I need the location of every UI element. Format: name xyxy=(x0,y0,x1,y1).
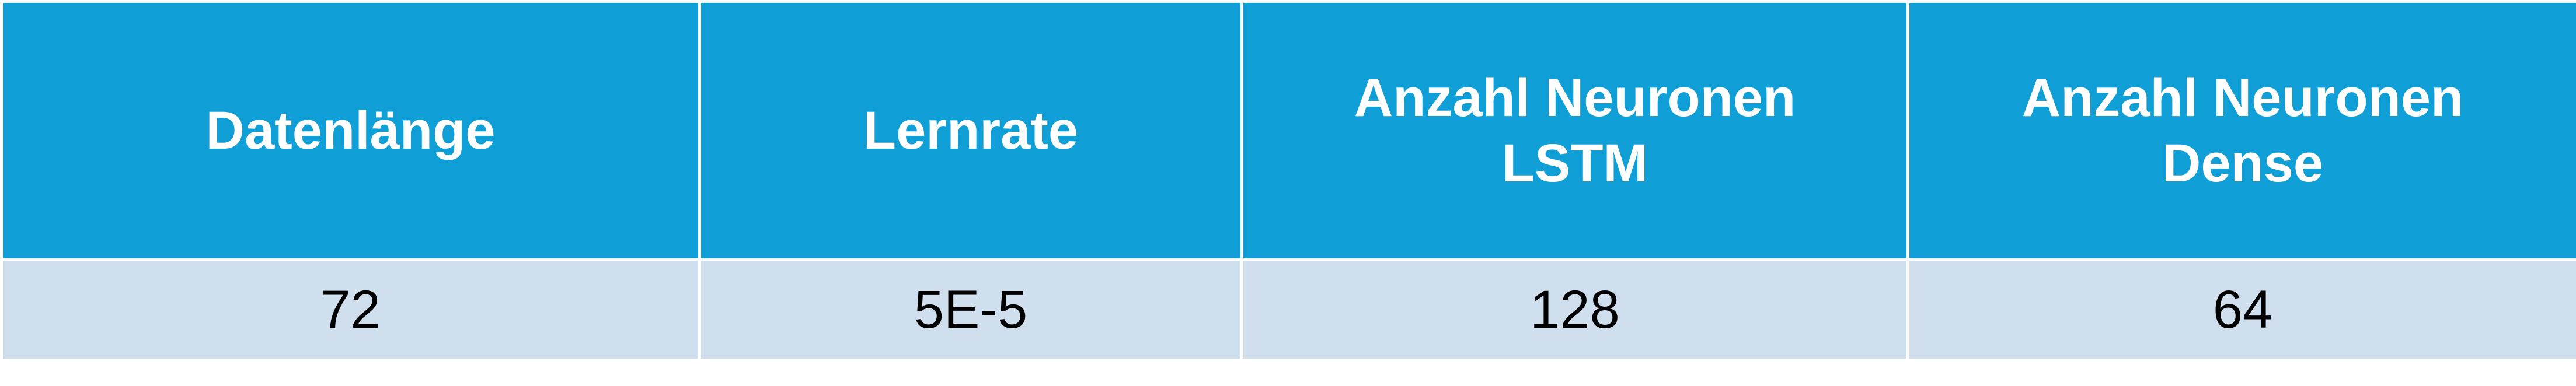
header-neurons-dense-line-1: Anzahl Neuronen xyxy=(2021,68,2464,128)
header-neurons-lstm-line-2: LSTM xyxy=(1501,134,1648,193)
cell-neurons-dense-value: 64 xyxy=(1906,258,2576,362)
header-neurons-lstm: Anzahl Neuronen LSTM xyxy=(1240,0,1909,261)
header-learning-rate-label: Lernrate xyxy=(863,100,1079,160)
cell-learning-rate-value: 5E-5 xyxy=(698,258,1243,362)
header-neurons-dense: Anzahl Neuronen Dense xyxy=(1906,0,2576,261)
header-row: Datenlänge Lernrate Anzahl Neuronen LSTM… xyxy=(0,0,2576,261)
header-neurons-dense-line-2: Dense xyxy=(2162,134,2324,193)
header-data-length-label: Datenlänge xyxy=(205,100,496,160)
cell-neurons-lstm-value: 128 xyxy=(1240,258,1909,362)
cell-data-length-value: 72 xyxy=(0,258,701,362)
header-learning-rate: Lernrate xyxy=(698,0,1243,261)
hyperparameter-table: Datenlänge Lernrate Anzahl Neuronen LSTM… xyxy=(0,0,2576,362)
header-neurons-lstm-line-1: Anzahl Neuronen xyxy=(1354,68,1796,128)
header-data-length: Datenlänge xyxy=(0,0,701,261)
table-row: 72 5E-5 128 64 xyxy=(0,258,2576,362)
